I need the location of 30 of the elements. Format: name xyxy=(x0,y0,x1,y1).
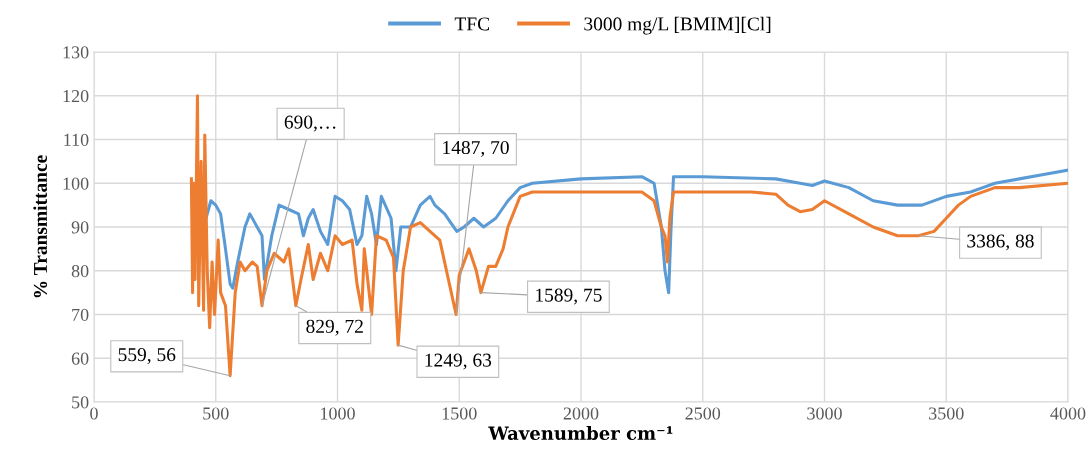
x-tick-label: 3000 xyxy=(807,407,842,420)
x-tick-label: 1000 xyxy=(321,407,355,420)
y-tick-label: 110 xyxy=(64,133,89,146)
legend-label: TFC xyxy=(454,17,490,31)
annotation: 1249, 63 xyxy=(425,353,492,370)
annotation: 1589, 75 xyxy=(536,288,602,305)
annotation: 1487, 70 xyxy=(443,140,509,157)
y-axis-title: % Transmittance xyxy=(33,155,48,298)
x-tick-label: 2000 xyxy=(563,407,599,420)
annotation: 559, 56 xyxy=(118,348,176,364)
x-axis-title: Wavenumber cm⁻¹ xyxy=(488,426,673,440)
annotation: 3386, 88 xyxy=(967,234,1034,251)
legend-label: 3000 mg/L [BMIM][Cl] xyxy=(584,16,771,35)
y-tick-label: 80 xyxy=(71,265,89,278)
line-series xyxy=(189,94,1068,378)
y-tick-label: 100 xyxy=(63,177,89,190)
y-tick-label: 120 xyxy=(63,90,89,103)
y-tick-label: 130 xyxy=(63,46,89,59)
y-tick-label: 50 xyxy=(72,396,89,409)
x-tick-label: 3500 xyxy=(929,407,964,420)
y-tick-label: 70 xyxy=(72,308,89,321)
x-tick-label: 500 xyxy=(203,407,229,420)
y-tick-label: 90 xyxy=(71,221,89,234)
x-tick-label: 4000 xyxy=(1050,407,1086,420)
x-tick-label: 0 xyxy=(90,407,98,420)
annotation: 690,… xyxy=(284,115,336,132)
x-tick-label: 1500 xyxy=(442,407,477,420)
x-tick-label: 2500 xyxy=(685,407,721,420)
annotation: 829, 72 xyxy=(306,319,363,336)
y-tick-label: 60 xyxy=(71,352,89,365)
